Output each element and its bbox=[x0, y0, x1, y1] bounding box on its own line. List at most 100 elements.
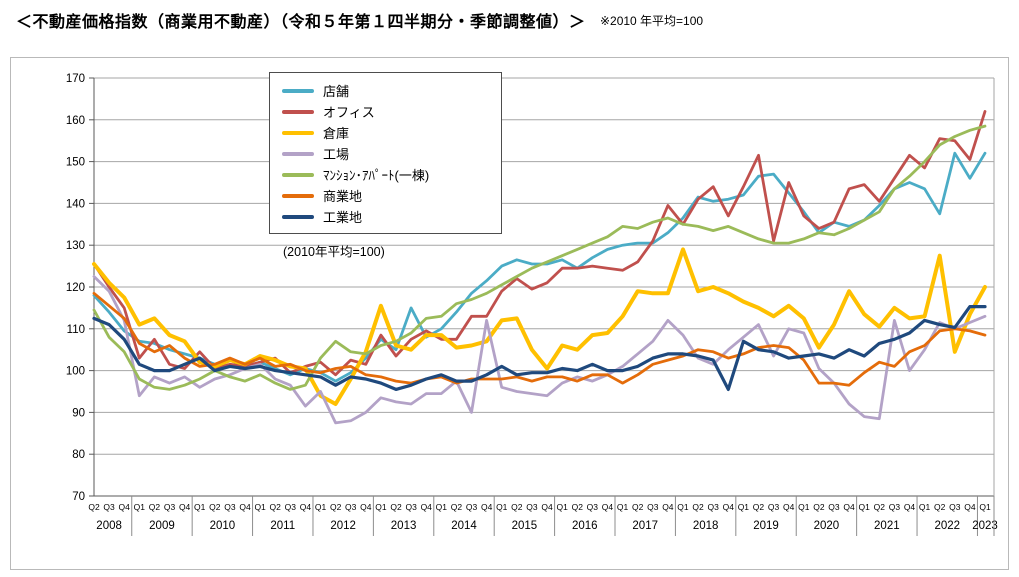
x-year-label: 2022 bbox=[934, 520, 960, 532]
legend-line-swatch bbox=[282, 88, 314, 93]
legend-label: 店舗 bbox=[323, 84, 350, 99]
chart-legend: 店舗 オフィス 倉庫 工場 ﾏﾝｼｮﾝ･ｱﾊﾟｰﾄ(一棟) 商業地 工業地 bbox=[269, 72, 502, 234]
x-quarter-label: Q2 bbox=[572, 502, 584, 512]
x-quarter-label: Q1 bbox=[859, 502, 871, 512]
x-quarter-label: Q4 bbox=[602, 502, 614, 512]
x-quarter-label: Q4 bbox=[119, 502, 131, 512]
x-quarter-label: Q4 bbox=[481, 502, 493, 512]
legend-wrap: 店舗 オフィス 倉庫 工場 ﾏﾝｼｮﾝ･ｱﾊﾟｰﾄ(一棟) 商業地 工業地 (2010年平均… bbox=[269, 72, 502, 260]
x-quarter-label: Q3 bbox=[103, 502, 115, 512]
x-quarter-label: Q2 bbox=[813, 502, 825, 512]
x-quarter-label: Q4 bbox=[662, 502, 674, 512]
x-quarter-label: Q1 bbox=[194, 502, 206, 512]
legend-line-swatch bbox=[282, 151, 314, 156]
x-quarter-label: Q1 bbox=[134, 502, 146, 512]
x-quarter-label: Q2 bbox=[88, 502, 100, 512]
series-line-7 bbox=[92, 305, 987, 391]
x-quarter-label: Q1 bbox=[556, 502, 568, 512]
x-year-label: 2013 bbox=[391, 520, 417, 532]
x-quarter-label: Q3 bbox=[768, 502, 780, 512]
legend-label: ﾏﾝｼｮﾝ･ｱﾊﾟｰﾄ(一棟) bbox=[323, 168, 430, 183]
legend-item: 工場 bbox=[282, 143, 487, 164]
x-quarter-label: Q1 bbox=[375, 502, 387, 512]
legend-item: 店舗 bbox=[282, 80, 487, 101]
x-quarter-label: Q4 bbox=[723, 502, 735, 512]
x-year-label: 2020 bbox=[814, 520, 840, 532]
x-quarter-label: Q1 bbox=[617, 502, 629, 512]
x-quarter-label: Q3 bbox=[345, 502, 357, 512]
x-year-label: 2010 bbox=[210, 520, 236, 532]
x-quarter-label: Q2 bbox=[874, 502, 886, 512]
x-quarter-label: Q1 bbox=[738, 502, 750, 512]
legend-line-swatch bbox=[282, 214, 314, 219]
legend-line-swatch bbox=[282, 172, 314, 177]
x-year-label: 2015 bbox=[512, 520, 538, 532]
x-quarter-label: Q2 bbox=[753, 502, 765, 512]
legend-item: 工業地 bbox=[282, 206, 487, 227]
legend-item: ﾏﾝｼｮﾝ･ｱﾊﾟｰﾄ(一棟) bbox=[282, 164, 487, 185]
y-tick-label: 150 bbox=[66, 157, 85, 169]
x-quarter-label: Q1 bbox=[979, 502, 991, 512]
x-quarter-label: Q3 bbox=[889, 502, 901, 512]
title-row: ＜不動産価格指数（商業用不動産）（令和５年第１四半期分・季節調整値）＞ ※201… bbox=[16, 8, 703, 32]
x-quarter-label: Q2 bbox=[451, 502, 463, 512]
x-quarter-label: Q3 bbox=[949, 502, 961, 512]
x-quarter-label: Q1 bbox=[315, 502, 327, 512]
x-year-label: 2016 bbox=[572, 520, 598, 532]
x-quarter-label: Q2 bbox=[511, 502, 523, 512]
x-quarter-label: Q3 bbox=[285, 502, 297, 512]
x-quarter-label: Q1 bbox=[496, 502, 508, 512]
x-quarter-label: Q3 bbox=[707, 502, 719, 512]
x-quarter-label: Q4 bbox=[179, 502, 191, 512]
x-quarter-label: Q2 bbox=[270, 502, 282, 512]
y-tick-label: 100 bbox=[66, 366, 85, 378]
x-quarter-label: Q4 bbox=[964, 502, 976, 512]
x-quarter-label: Q4 bbox=[239, 502, 251, 512]
legend-label: オフィス bbox=[323, 105, 375, 120]
x-year-label: 2021 bbox=[874, 520, 900, 532]
legend-line-swatch bbox=[282, 109, 314, 114]
x-year-label: 2019 bbox=[753, 520, 779, 532]
y-tick-label: 120 bbox=[66, 282, 85, 294]
legend-line-swatch bbox=[282, 130, 314, 135]
x-quarter-label: Q2 bbox=[209, 502, 221, 512]
y-tick-label: 90 bbox=[72, 407, 85, 419]
y-tick-label: 160 bbox=[66, 115, 85, 127]
x-quarter-label: Q2 bbox=[692, 502, 704, 512]
chart-frame: 70 80 90 100 110 120 130 140 150 160 170 Q2 Q3 Q4 Q1 Q2… bbox=[10, 57, 1009, 570]
x-year-label: 2018 bbox=[693, 520, 719, 532]
series-line-6 bbox=[92, 291, 987, 387]
x-year-label: 2008 bbox=[96, 520, 122, 532]
x-quarter-label: Q4 bbox=[360, 502, 372, 512]
legend-note: (2010年平均=100) bbox=[283, 245, 385, 259]
x-quarter-label: Q2 bbox=[390, 502, 402, 512]
legend-label: 商業地 bbox=[323, 189, 363, 204]
x-quarter-label: Q4 bbox=[300, 502, 312, 512]
legend-item: オフィス bbox=[282, 101, 487, 122]
y-tick-label: 70 bbox=[72, 491, 85, 503]
x-quarter-label: Q2 bbox=[632, 502, 644, 512]
y-tick-label: 130 bbox=[66, 240, 85, 252]
legend-label: 工場 bbox=[323, 147, 350, 162]
page-title: ＜不動産価格指数（商業用不動産）（令和５年第１四半期分・季節調整値）＞ bbox=[16, 14, 586, 31]
y-tick-label: 80 bbox=[72, 449, 85, 461]
x-year-label: 2012 bbox=[330, 520, 356, 532]
series-line-5 bbox=[92, 124, 987, 391]
legend-label: 工業地 bbox=[323, 210, 363, 225]
x-quarter-label: Q2 bbox=[330, 502, 342, 512]
series-line-3 bbox=[92, 247, 987, 406]
x-quarter-label: Q3 bbox=[224, 502, 236, 512]
y-tick-label: 170 bbox=[66, 73, 85, 85]
x-quarter-label: Q3 bbox=[466, 502, 478, 512]
x-year-label: 2023 bbox=[972, 520, 998, 532]
x-year-label: 2014 bbox=[451, 520, 477, 532]
x-quarter-label: Q2 bbox=[934, 502, 946, 512]
x-year-label: 2011 bbox=[270, 520, 295, 532]
x-quarter-label: Q4 bbox=[843, 502, 855, 512]
x-quarter-label: Q1 bbox=[254, 502, 266, 512]
x-quarter-label: Q4 bbox=[421, 502, 433, 512]
x-quarter-label: Q4 bbox=[541, 502, 553, 512]
series-line-2 bbox=[92, 110, 987, 377]
y-tick-label: 140 bbox=[66, 198, 85, 210]
